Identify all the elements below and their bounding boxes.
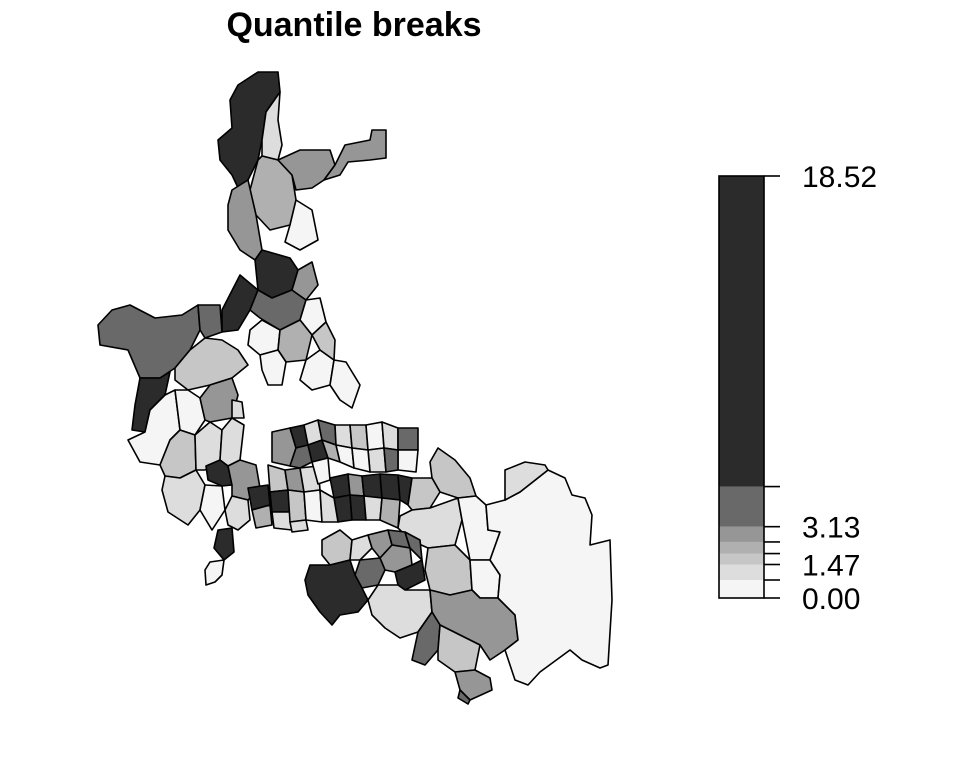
legend-label: 18.52 [802,161,877,194]
legend-swatch [719,541,764,554]
map-region [329,359,361,409]
map-region [231,399,245,419]
map-region [319,489,339,523]
map-region [267,464,289,493]
legend-frame [718,175,765,599]
map-region [323,129,387,181]
map-region [329,473,351,499]
legend-label: 1.47 [802,550,860,583]
map-region [504,461,549,501]
map-region [407,477,441,511]
map-region [485,469,613,686]
map-region [381,421,399,451]
map-region [303,489,323,523]
legend-swatch [719,564,764,580]
map-region [311,321,336,361]
map-region [213,527,235,561]
map-region [397,449,419,473]
map-regions [97,71,613,705]
map-region [261,91,283,161]
map-region [199,484,226,531]
legend-swatch [719,553,764,565]
map-region [289,519,309,533]
map-region [204,559,225,586]
legend-swatch [719,526,764,542]
map-region [251,504,273,529]
legend-label: 0.00 [802,583,860,616]
map-region [351,447,371,473]
map-region [349,534,373,561]
map-region [197,304,223,339]
map-region [259,349,287,386]
map-region [457,689,471,705]
map-region [269,489,291,513]
legend-swatch [719,486,764,527]
map-region [284,199,319,251]
map-region [379,473,401,501]
legend-swatch [719,176,764,487]
map-region [287,489,307,523]
legend-label: 3.13 [802,512,860,545]
map-region [379,497,401,529]
map-region [161,469,206,526]
map-region [363,495,383,521]
map-region [289,444,313,469]
map-region [304,559,369,626]
map-region [367,447,387,473]
map-region [224,495,251,531]
map-region [424,544,473,596]
map-title: Quantile breaks [226,6,482,44]
legend-swatch [719,579,764,598]
map-region [291,261,319,301]
map-region [349,424,369,451]
map-region [321,529,353,566]
map-region [219,417,245,467]
legend: 18.52 3.13 1.470.00 [718,161,877,616]
map-region [365,421,385,451]
map-region [397,427,419,451]
map-region [383,447,399,473]
map-region [361,473,383,499]
